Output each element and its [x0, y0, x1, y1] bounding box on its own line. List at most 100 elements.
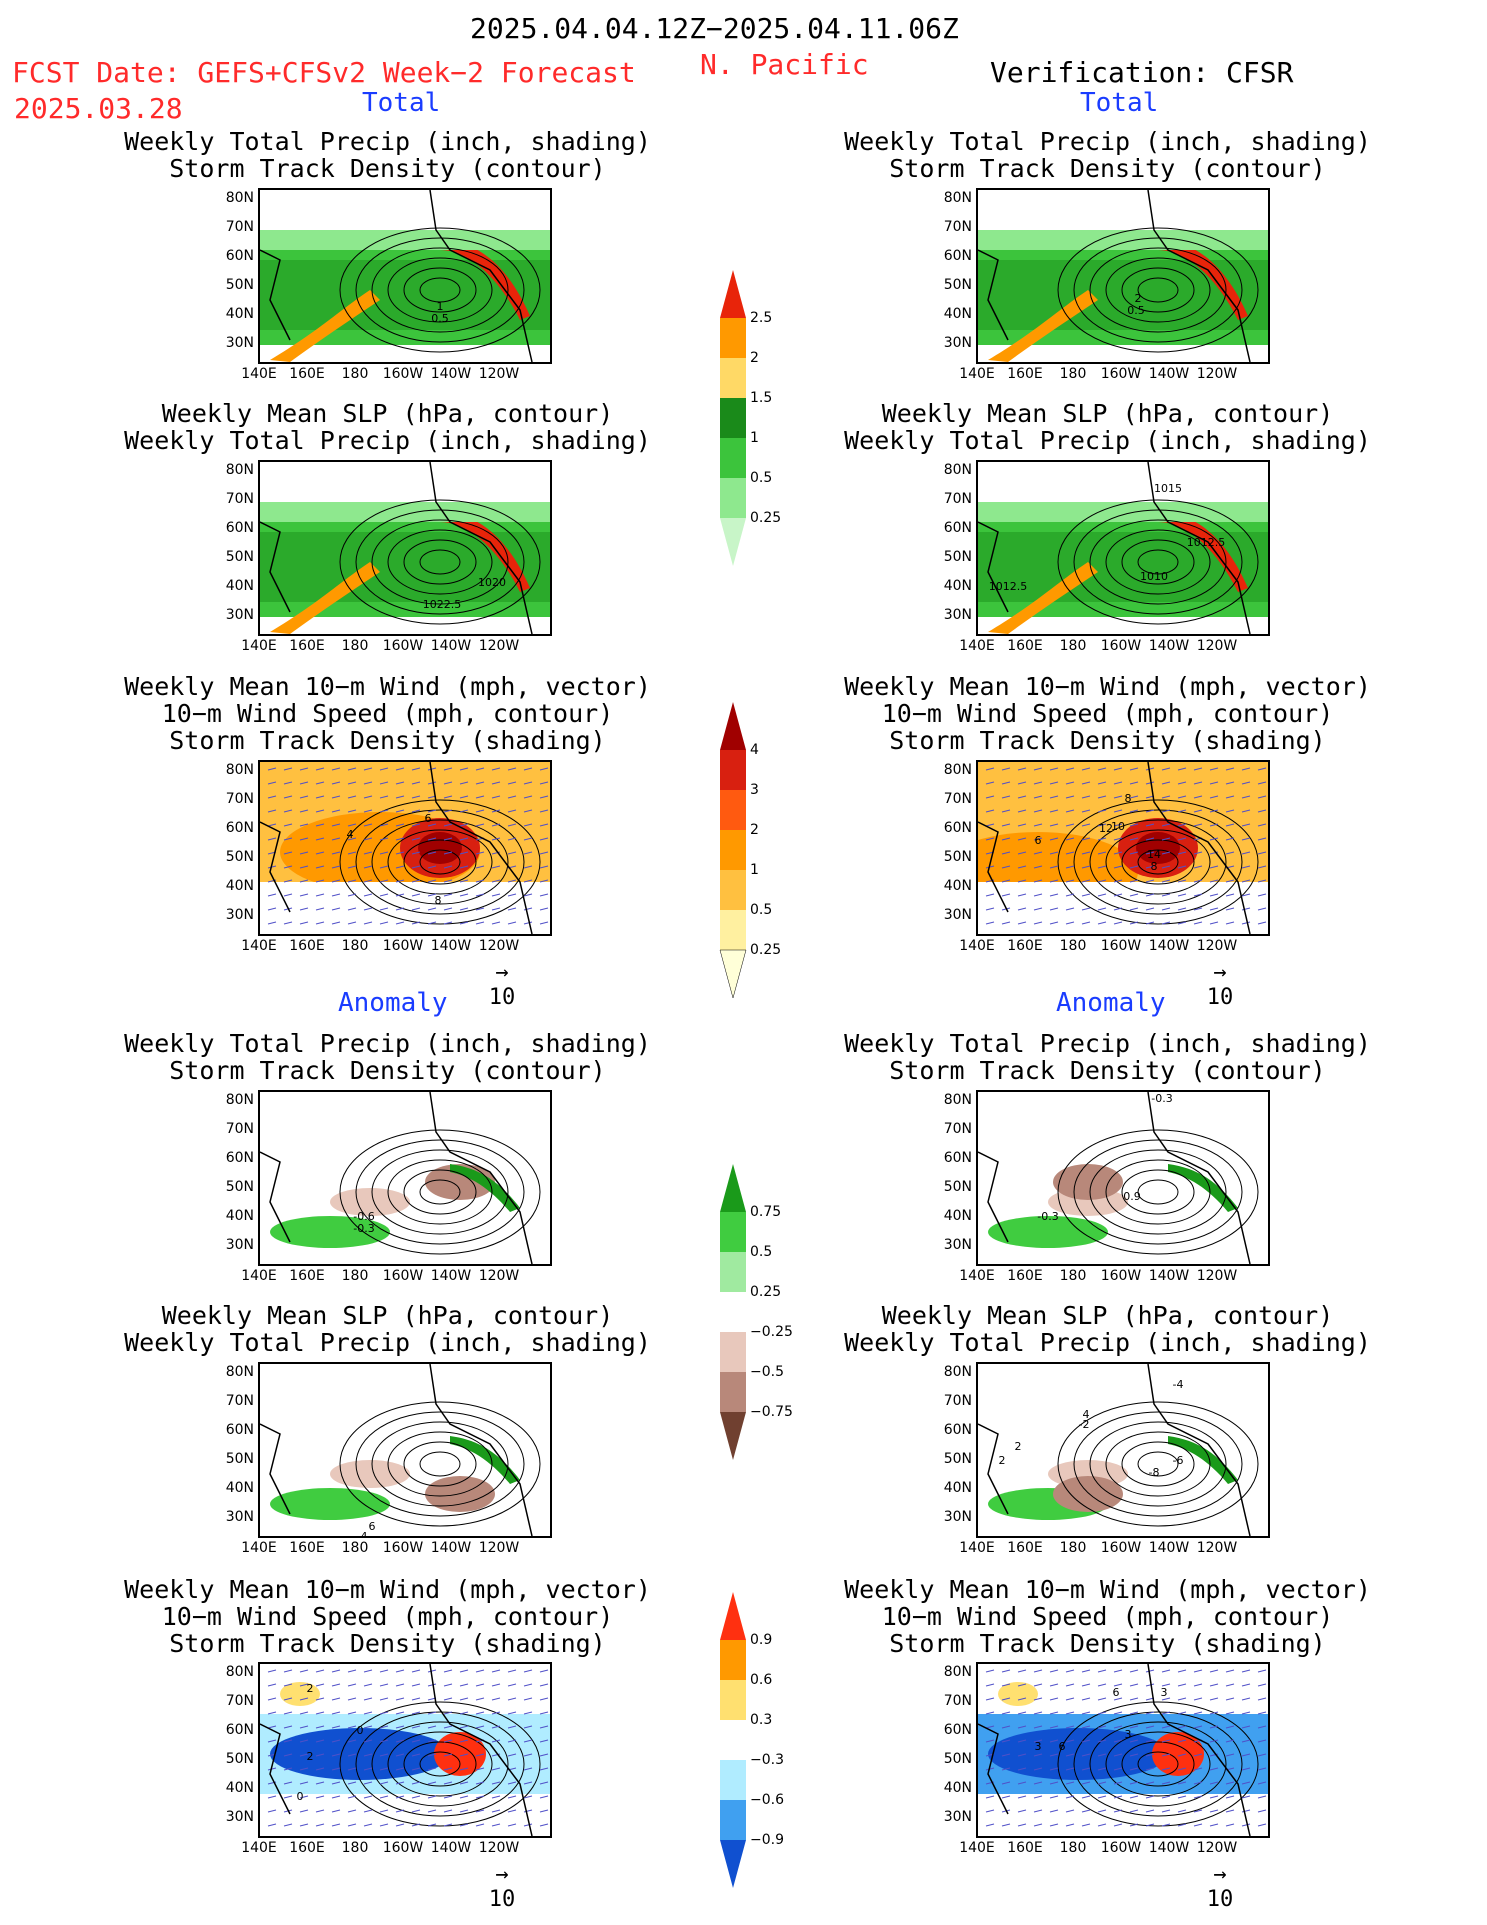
y-tick-label: 70N — [943, 1693, 972, 1709]
verification-label: Verification: CFSR — [990, 56, 1294, 89]
y-tick-label: 80N — [943, 190, 972, 206]
contour-label: 8 — [1125, 792, 1132, 805]
x-tick-label: 140W — [1148, 1840, 1190, 1856]
y-tick-label: 60N — [225, 820, 254, 836]
x-tick-label: 160E — [1007, 1840, 1043, 1856]
map-plot-p10: -4 -24 2 -6 -8 2 — [978, 1364, 1259, 1536]
y-tick-label: 70N — [225, 1393, 254, 1409]
x-tick-label: 160E — [289, 366, 325, 382]
y-tick-label: 50N — [225, 549, 254, 565]
contour-label: 1022.5 — [423, 598, 462, 611]
colorbar-swatch — [720, 478, 746, 518]
y-tick-label: 60N — [225, 1722, 254, 1738]
colorbar-label: 4 — [750, 742, 759, 758]
y-tick-label: 70N — [225, 491, 254, 507]
colorbar-swatch — [720, 1212, 746, 1252]
y-tick-label: 80N — [225, 762, 254, 778]
contour-label: -2 — [1079, 1418, 1090, 1431]
map-panel-p10: -4 -2 4 2 -6 -8 2 — [976, 1362, 1270, 1538]
y-tick-label: 60N — [943, 1722, 972, 1738]
x-tick-label: 180 — [341, 1840, 369, 1856]
vector-ref-p12: → 10 — [1206, 1862, 1234, 1912]
contour-label: 6 — [425, 812, 432, 825]
y-tick-label: 70N — [225, 1121, 254, 1137]
colorbar-swatch — [720, 398, 746, 438]
colorbar-label: 0.3 — [750, 1712, 773, 1728]
contour-label: 0.9 — [1123, 1190, 1141, 1203]
colorbar-label: 0.5 — [750, 902, 773, 918]
y-tick-label: 50N — [943, 549, 972, 565]
vector-ref-value-p11: 10 — [488, 1887, 516, 1912]
colorbar-label: −0.75 — [750, 1404, 793, 1420]
y-tick-label: 50N — [225, 277, 254, 293]
colorbar-precip_anom — [720, 1164, 746, 1460]
section-left-anomaly: Anomaly — [338, 988, 448, 1018]
contour-label: 4 — [347, 828, 354, 841]
colorbar-swatch — [720, 1252, 746, 1292]
x-tick-label: 120W — [478, 1268, 520, 1284]
y-tick-label: 40N — [225, 578, 254, 594]
x-tick-label: 160E — [1007, 638, 1043, 654]
y-tick-label: 30N — [225, 907, 254, 923]
x-tick-label: 160W — [382, 1840, 424, 1856]
title-p1: Weekly Total Precip (inch, shading) Stor… — [124, 127, 651, 183]
title-p11: Weekly Mean 10−m Wind (mph, vector) 10−m… — [124, 1575, 651, 1658]
colorbar-swatch — [720, 910, 746, 950]
x-tick-label: 180 — [1059, 1268, 1087, 1284]
x-tick-label: 160E — [289, 1840, 325, 1856]
colorbar-label: 2 — [750, 350, 759, 366]
colorbar-label: 0.25 — [750, 510, 782, 526]
y-tick-label: 50N — [225, 1751, 254, 1767]
x-tick-label: 140E — [241, 366, 277, 382]
contour-label: 2 — [307, 1750, 314, 1763]
y-tick-label: 70N — [225, 219, 254, 235]
x-tick-label: 160W — [382, 1540, 424, 1556]
colorbar-storm_total — [719, 702, 747, 999]
map-plot-p5: 4 6 8 — [260, 762, 550, 934]
x-tick-label: 160E — [289, 1268, 325, 1284]
x-tick-label: 180 — [341, 1268, 369, 1284]
x-tick-label: 120W — [478, 366, 520, 382]
x-tick-label: 160E — [1007, 366, 1043, 382]
x-tick-label: 140W — [430, 1268, 472, 1284]
x-tick-label: 180 — [1059, 1540, 1087, 1556]
colorbar-label: 0.75 — [750, 1204, 782, 1220]
y-tick-label: 80N — [943, 1092, 972, 1108]
y-tick-label: 30N — [943, 1237, 972, 1253]
y-tick-label: 30N — [225, 1237, 254, 1253]
title-p4: Weekly Mean SLP (hPa, contour) Weekly To… — [844, 399, 1371, 455]
map-plot-p2: 20.5 — [978, 190, 1268, 362]
contour-label: -8 — [1149, 1466, 1160, 1479]
colorbar-label: −0.25 — [750, 1324, 793, 1340]
contour-label: 0 — [297, 1790, 304, 1803]
contour-label: 3 — [1125, 1728, 1132, 1741]
x-tick-label: 120W — [478, 1540, 520, 1556]
colorbar-swatch — [720, 1332, 746, 1372]
fcst-label-text: FCST Date: GEFS+CFSv2 Week−2 Forecast — [12, 56, 636, 89]
vector-ref-p5: → 10 — [488, 960, 516, 1010]
y-tick-label: 50N — [225, 1451, 254, 1467]
title-p8: Weekly Total Precip (inch, shading) Stor… — [844, 1029, 1371, 1085]
contour-label: 12 — [1099, 822, 1113, 835]
contour-label: 6 — [1035, 834, 1042, 847]
x-tick-label: 140E — [959, 366, 995, 382]
y-tick-label: 60N — [943, 1150, 972, 1166]
x-tick-label: 160W — [382, 638, 424, 654]
y-tick-label: 40N — [225, 1780, 254, 1796]
x-tick-label: 160W — [1100, 366, 1142, 382]
colorbar-swatch — [720, 1800, 746, 1840]
y-tick-label: 30N — [943, 335, 972, 351]
contour-label: 1012.5 — [989, 580, 1028, 593]
x-tick-label: 140E — [959, 1840, 995, 1856]
x-tick-label: 160E — [289, 638, 325, 654]
x-tick-label: 160W — [382, 1268, 424, 1284]
y-tick-label: 30N — [225, 1809, 254, 1825]
map-plot-p1: 10.5 — [260, 190, 550, 362]
y-tick-label: 60N — [943, 520, 972, 536]
y-tick-label: 40N — [943, 1208, 972, 1224]
y-tick-label: 70N — [943, 1393, 972, 1409]
y-tick-label: 40N — [225, 1480, 254, 1496]
x-tick-label: 160W — [382, 366, 424, 382]
x-tick-label: 120W — [1196, 1268, 1238, 1284]
